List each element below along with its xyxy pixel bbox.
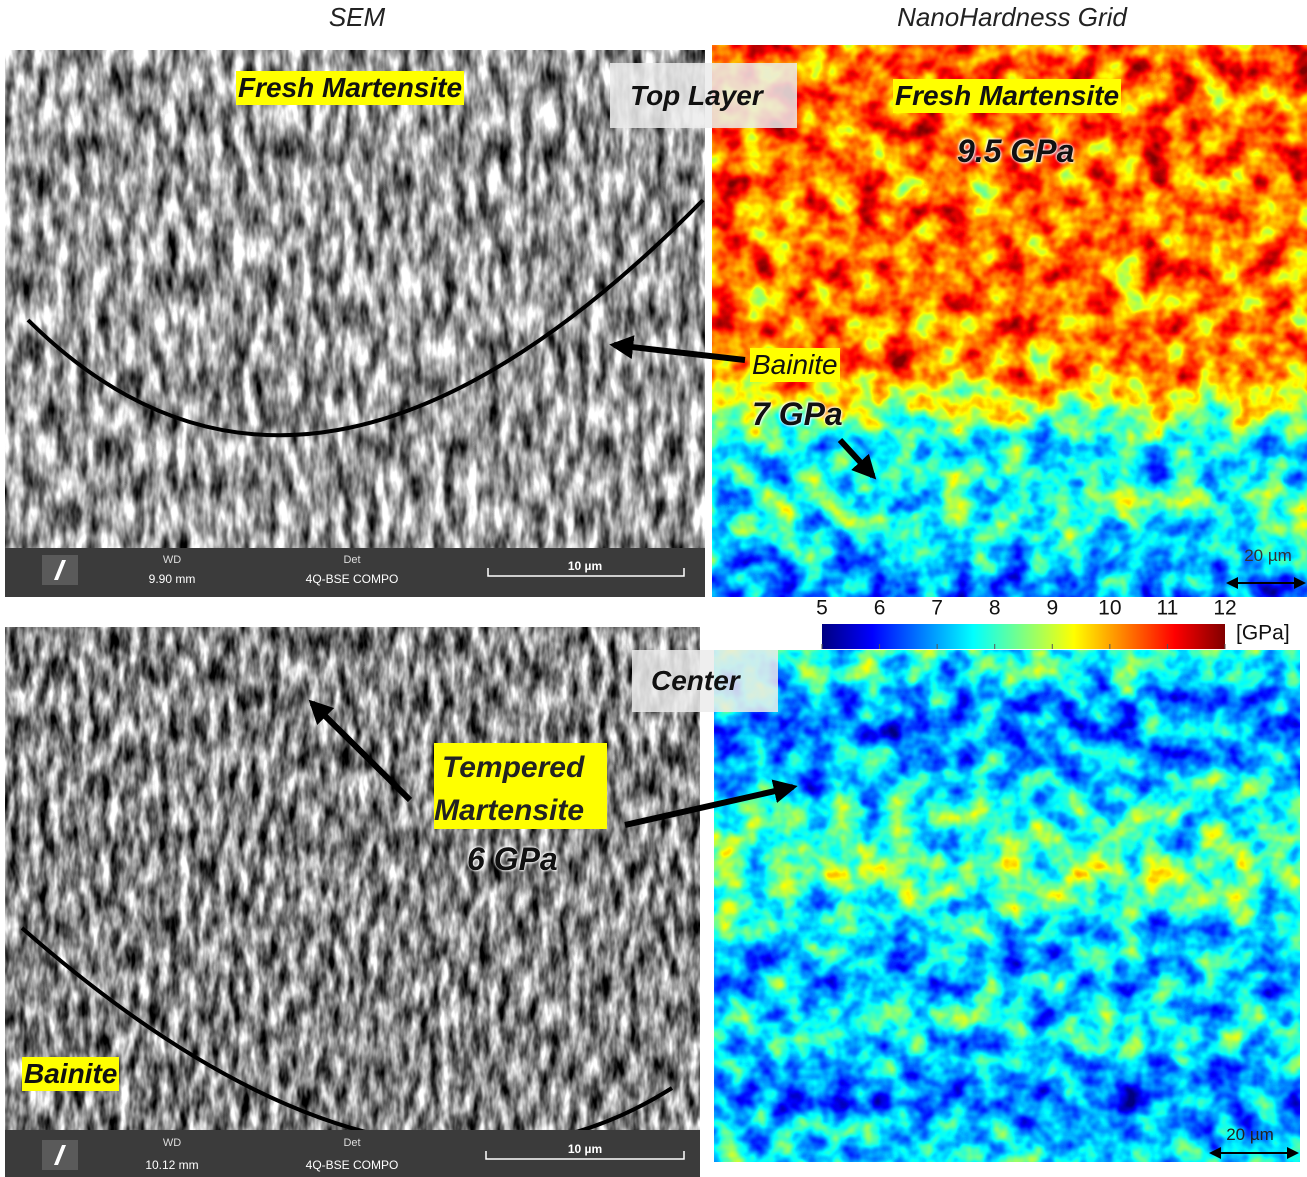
wd-label: WD xyxy=(163,1137,181,1149)
phase-label: Bainite xyxy=(22,1057,120,1091)
det-label: Det xyxy=(343,1137,360,1149)
hardness-map xyxy=(714,650,1300,1162)
wd-value: 9.90 mm xyxy=(149,572,196,586)
phase-label: Fresh Martensite xyxy=(236,71,465,105)
phase-label: Bainite xyxy=(750,348,840,382)
scale-label: 10 µm xyxy=(568,1142,602,1156)
arrow xyxy=(837,437,877,480)
phase-label: Tempered xyxy=(442,751,585,784)
det-value: 4Q-BSE COMPO xyxy=(306,572,399,586)
det-label: Det xyxy=(343,554,360,566)
layer-label: Top Layer xyxy=(630,80,763,111)
sem-icon-mark xyxy=(54,560,66,580)
sem-icon-mark xyxy=(54,1145,66,1165)
layer-box xyxy=(632,650,778,712)
wd-value: 10.12 mm xyxy=(145,1158,198,1172)
boundary-curve xyxy=(26,198,705,438)
map-scale-label: 20 µm xyxy=(1244,546,1292,565)
colorbar-tick-label: 11 xyxy=(1157,597,1179,620)
label-highlight xyxy=(434,743,607,829)
column-header: SEM xyxy=(328,2,386,32)
scale-bar xyxy=(487,568,685,577)
hardness-value: 9.5 GPa xyxy=(957,133,1075,169)
colorbar-unit: [GPa] xyxy=(1236,622,1290,645)
colorbar-tick-label: 7 xyxy=(931,597,943,620)
phase-label: Martensite xyxy=(434,794,585,827)
arrow xyxy=(308,699,413,803)
scale-bar xyxy=(485,1151,685,1160)
column-header: NanoHardness Grid xyxy=(897,2,1127,32)
sem-info-bar xyxy=(5,1130,700,1177)
layer-label: Center xyxy=(651,665,740,696)
arrow xyxy=(624,779,798,828)
colorbar-tick-label: 10 xyxy=(1098,597,1121,620)
hardness-value: 7 GPa xyxy=(752,396,843,432)
sem-image xyxy=(5,50,705,548)
colorbar-tick-label: 6 xyxy=(874,597,886,620)
det-value: 4Q-BSE COMPO xyxy=(306,1158,399,1172)
map-scale-label: 20 µm xyxy=(1226,1125,1274,1144)
scale-label: 10 µm xyxy=(568,559,602,573)
sem-info-bar xyxy=(5,548,705,597)
colorbar-tick-label: 9 xyxy=(1046,597,1058,620)
arrow xyxy=(609,335,746,363)
hardness-map xyxy=(712,45,1307,597)
colorbar-gradient xyxy=(822,624,1225,649)
layer-box xyxy=(610,63,797,128)
colorbar: 5 6 7 8 9 10 11 12 xyxy=(816,597,1237,649)
phase-label: Fresh Martensite xyxy=(893,79,1122,113)
colorbar-tick-label: 12 xyxy=(1213,597,1236,620)
hardness-value: 6 GPa xyxy=(467,841,558,877)
colorbar-tick-label: 8 xyxy=(989,597,1001,620)
colorbar-tick-label: 5 xyxy=(816,597,828,620)
sem-image xyxy=(5,627,700,1130)
wd-label: WD xyxy=(163,554,181,566)
